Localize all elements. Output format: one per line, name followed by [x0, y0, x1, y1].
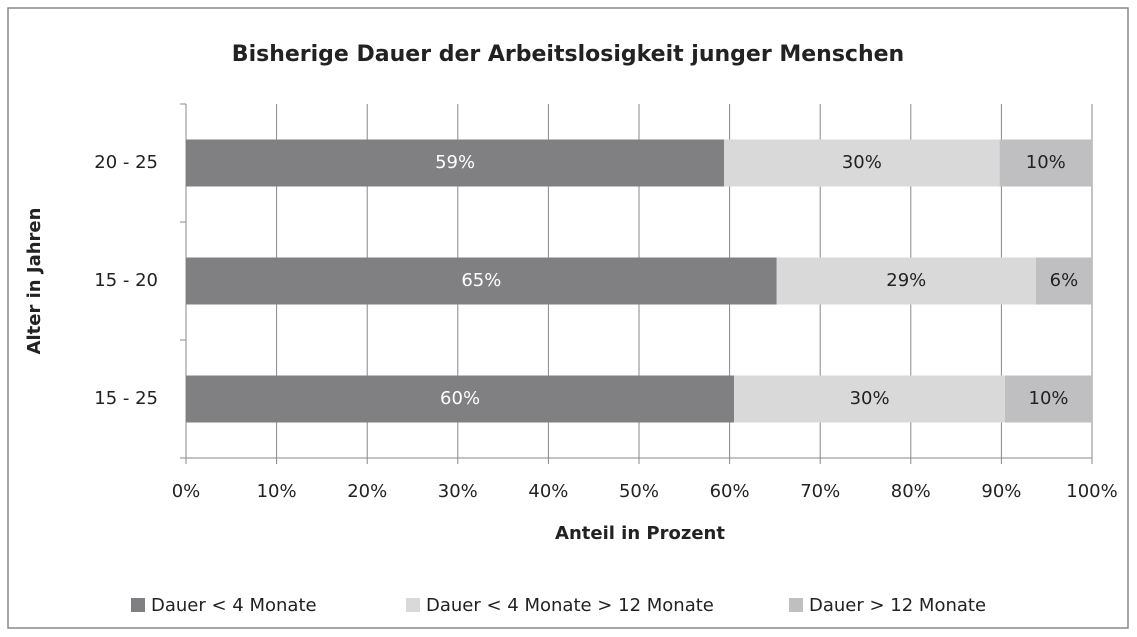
data-label: 30%: [850, 388, 890, 409]
bar-segment: [186, 139, 725, 187]
data-label: 10%: [1029, 388, 1069, 409]
data-label: 29%: [886, 270, 926, 291]
y-tick-label: 15 - 20: [94, 270, 158, 291]
x-tick-label: 80%: [891, 481, 931, 502]
x-tick-label: 20%: [347, 481, 387, 502]
x-tick-label: 60%: [710, 481, 750, 502]
data-label: 59%: [435, 152, 475, 173]
bar-segment: [724, 139, 1000, 187]
x-tick-label: 40%: [528, 481, 568, 502]
x-tick-label: 10%: [257, 481, 297, 502]
x-tick-label: 50%: [619, 481, 659, 502]
data-label: 65%: [461, 270, 501, 291]
chart-frame: [7, 7, 1129, 629]
x-tick-label: 70%: [800, 481, 840, 502]
legend-label: Dauer > 12 Monate: [809, 595, 986, 616]
data-label: 30%: [842, 152, 882, 173]
bar-segment: [776, 257, 1036, 305]
legend-swatch: [131, 598, 145, 612]
legend-label: Dauer < 4 Monate > 12 Monate: [426, 595, 714, 616]
bar-segment: [186, 257, 777, 305]
x-tick-label: 100%: [1066, 481, 1117, 502]
y-tick-label: 15 - 25: [94, 388, 158, 409]
bar-segment: [1035, 257, 1092, 305]
data-label: 60%: [440, 388, 480, 409]
data-label: 10%: [1026, 152, 1066, 173]
legend-swatch: [406, 598, 420, 612]
y-tick-label: 20 - 25: [94, 152, 158, 173]
bar-segment: [1005, 375, 1092, 423]
x-tick-label: 90%: [981, 481, 1021, 502]
bar-segment: [999, 139, 1092, 187]
chart-title: Bisherige Dauer der Arbeitslosigkeit jun…: [232, 42, 904, 67]
legend-swatch: [789, 598, 803, 612]
data-label: 6%: [1050, 270, 1079, 291]
x-tick-label: 30%: [438, 481, 478, 502]
x-axis-label: Anteil in Prozent: [555, 523, 725, 544]
legend-label: Dauer < 4 Monate: [151, 595, 317, 616]
bar-segment: [734, 375, 1006, 423]
x-tick-label: 0%: [172, 481, 201, 502]
y-axis-label: Alter in Jahren: [24, 208, 45, 355]
bar-segment: [186, 375, 735, 423]
